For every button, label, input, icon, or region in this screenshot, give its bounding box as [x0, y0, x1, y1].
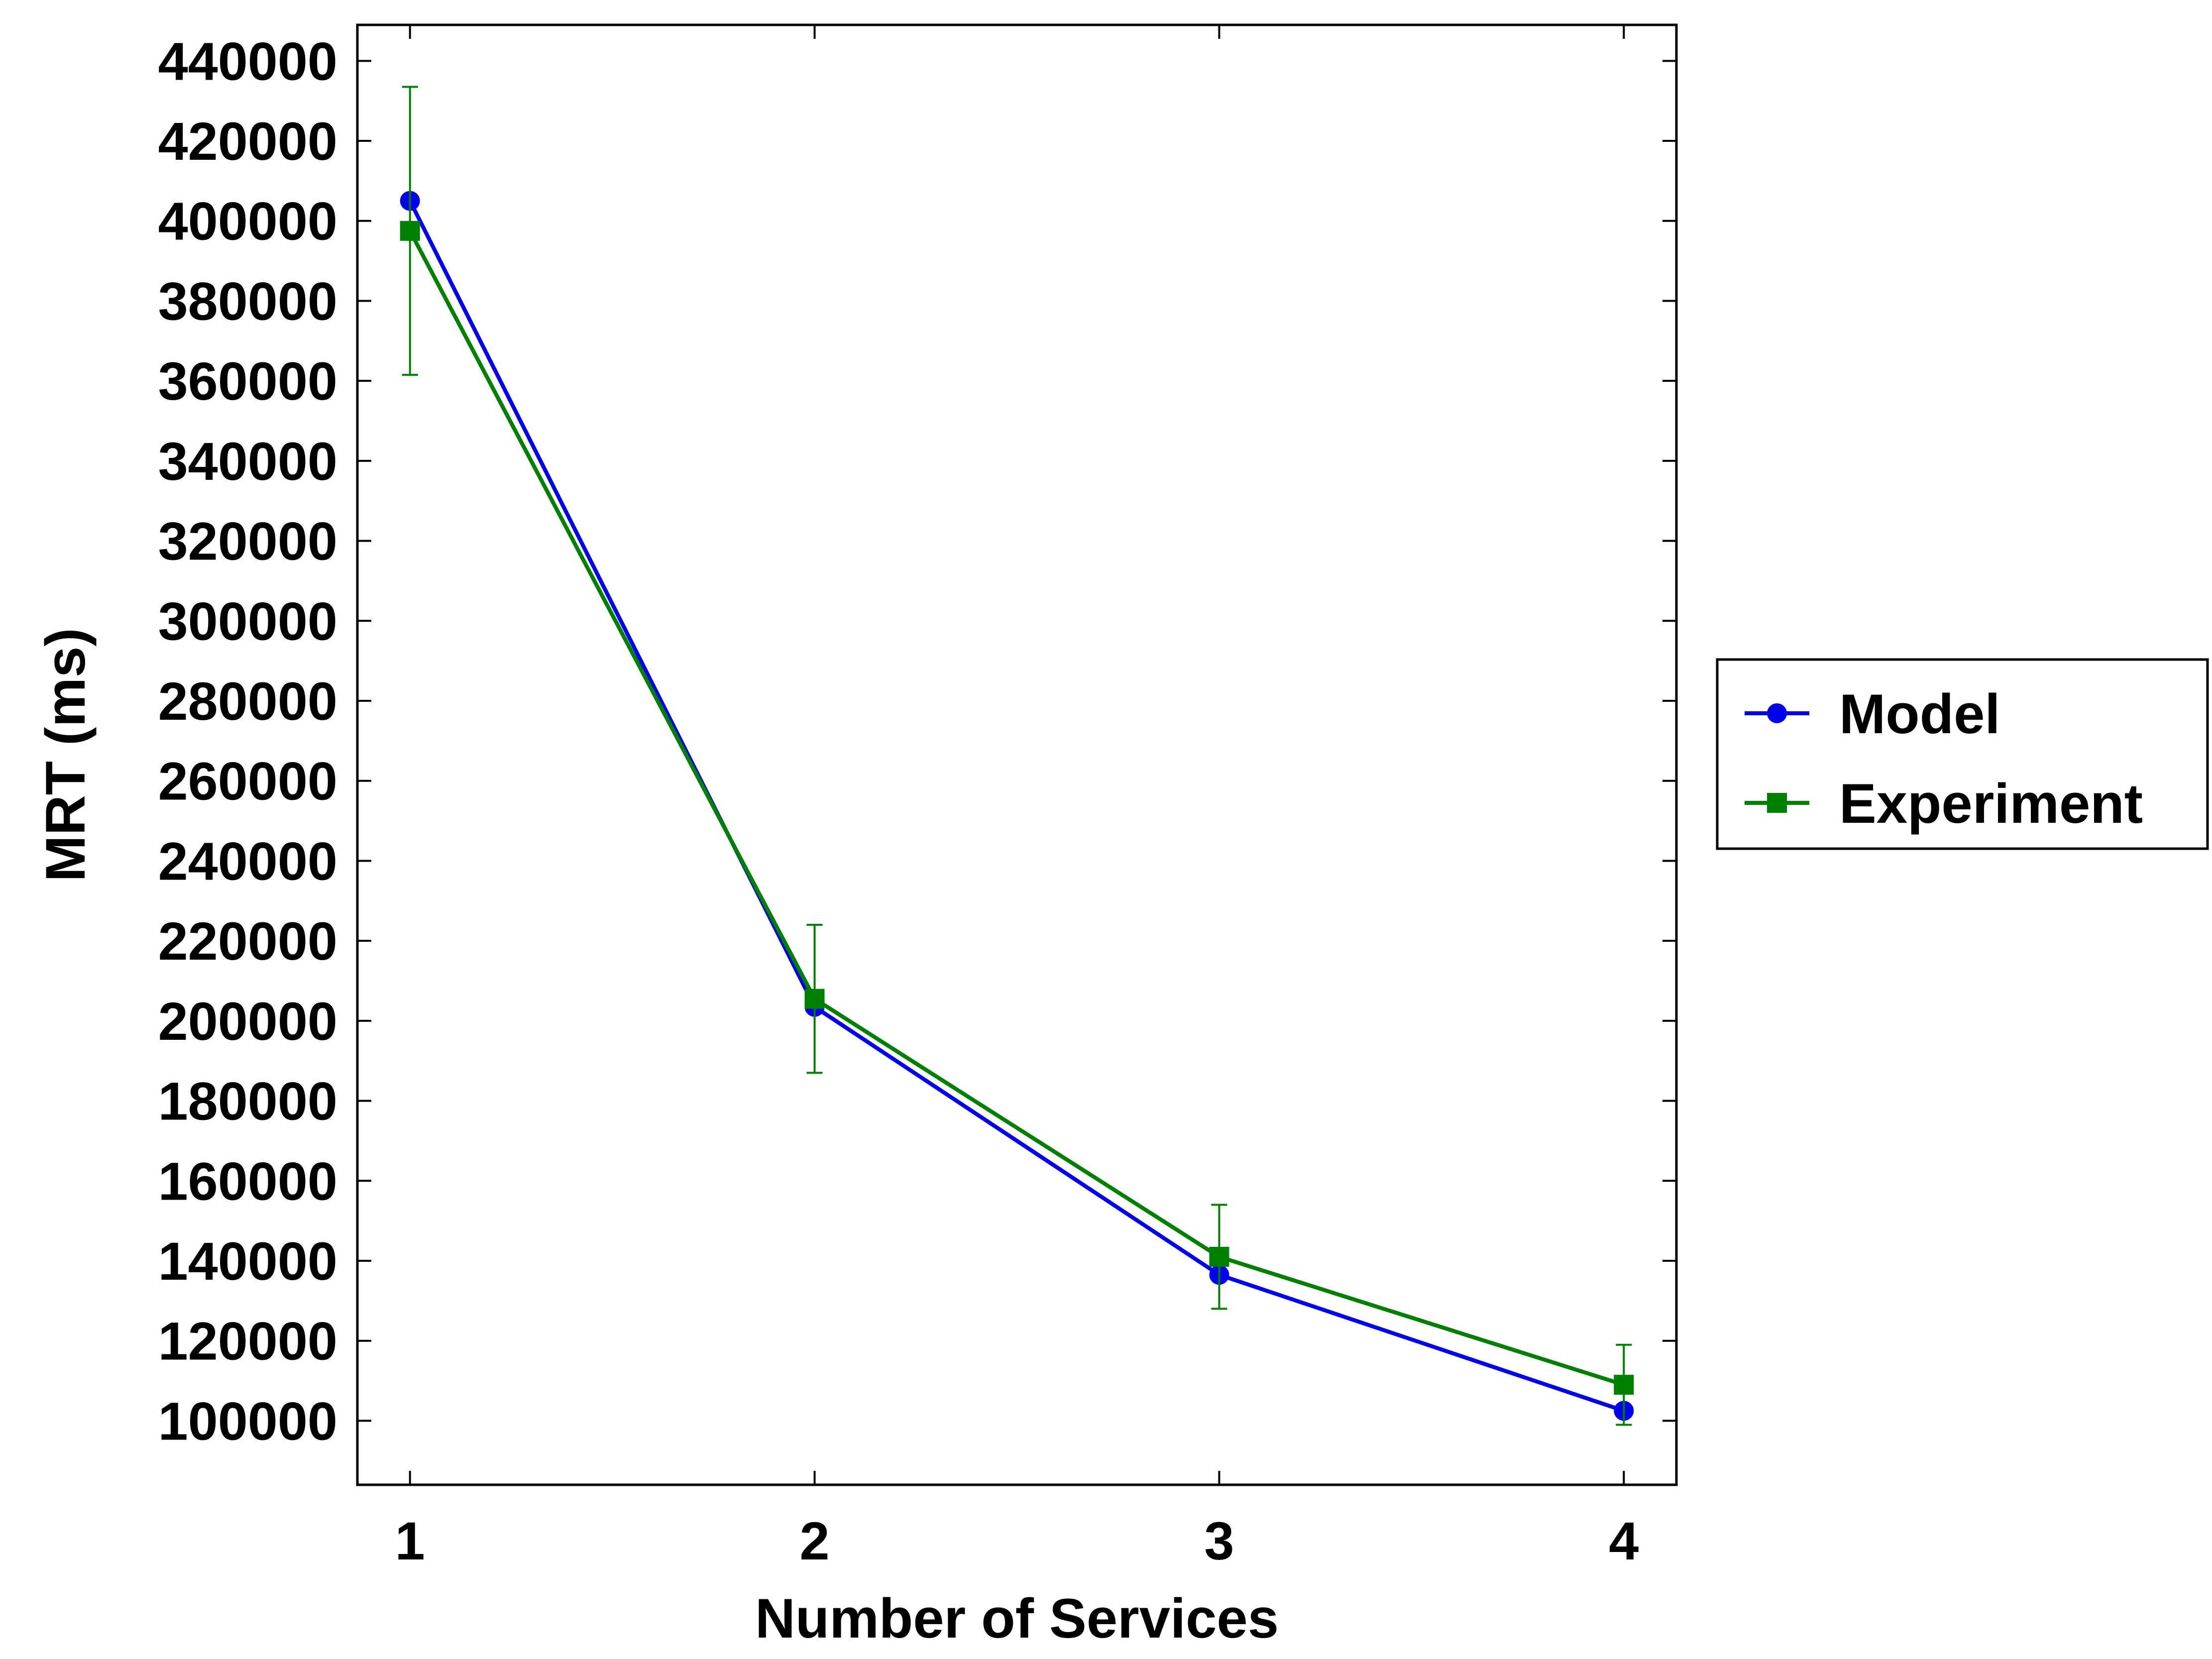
series-line	[408, 200, 1625, 1413]
x-tick-label: 2	[800, 1511, 830, 1571]
plot-layer	[400, 86, 1634, 1426]
data-point	[804, 989, 825, 1009]
legend-label: Model	[1839, 683, 2000, 745]
y-tick-label: 440000	[158, 31, 337, 91]
data-point	[1209, 1246, 1229, 1267]
series-model	[400, 191, 1634, 1421]
y-tick-label: 420000	[158, 111, 337, 171]
y-tick-label: 360000	[158, 351, 337, 411]
y-tick-label: 180000	[158, 1071, 337, 1131]
y-tick-label: 120000	[158, 1311, 337, 1371]
y-tick-label: 400000	[158, 191, 337, 251]
x-axis-title: Number of Services	[755, 1587, 1279, 1650]
y-tick-label: 280000	[158, 671, 337, 731]
series-experiment	[400, 86, 1634, 1426]
y-tick-label: 160000	[158, 1151, 337, 1211]
data-point	[1614, 1375, 1634, 1395]
x-tick-label: 3	[1204, 1511, 1234, 1571]
y-tick-label: 100000	[158, 1391, 337, 1451]
y-tick-label: 300000	[158, 591, 337, 651]
y-tick-label: 340000	[158, 431, 337, 491]
plot-frame	[356, 23, 1678, 1486]
y-axis-title: MRT (ms)	[34, 628, 97, 882]
y-tick-label: 140000	[158, 1231, 337, 1291]
y-tick-label: 320000	[158, 511, 337, 571]
y-tick-label: 240000	[158, 831, 337, 891]
legend-marker	[1767, 793, 1787, 813]
x-tick-label: 1	[395, 1511, 425, 1571]
legend-label: Experiment	[1839, 773, 2143, 835]
legend-entry-experiment: Experiment	[1745, 773, 2143, 835]
y-tick-label: 260000	[158, 751, 337, 811]
series-line	[408, 229, 1625, 1387]
legend-frame	[1716, 658, 2209, 850]
axis-layer: 100000 120000 140000 160000 180000 200000 2200…	[158, 23, 1678, 1571]
x-tick-label: 4	[1609, 1511, 1639, 1571]
y-tick-label: 220000	[158, 911, 337, 971]
legend-marker	[1767, 703, 1787, 723]
y-tick-label: 200000	[158, 991, 337, 1051]
legend: Model Experiment	[1716, 658, 2209, 850]
data-point	[400, 221, 420, 241]
y-tick-label: 380000	[158, 271, 337, 331]
legend-entry-model: Model	[1745, 683, 2000, 745]
